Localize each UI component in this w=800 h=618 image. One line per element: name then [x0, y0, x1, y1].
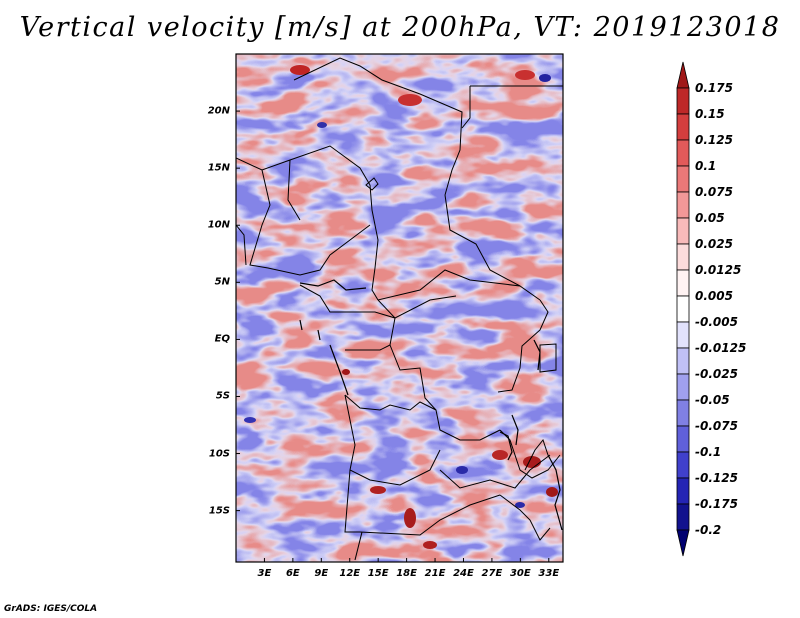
country-borders	[236, 57, 563, 561]
lat-label: 20N	[207, 105, 230, 117]
colorbar-swatch	[676, 503, 690, 531]
colorbar-label: -0.2	[695, 523, 722, 537]
colorbar-swatch	[676, 295, 690, 323]
colorbar-swatch	[676, 191, 690, 219]
colorbar-label: -0.025	[695, 367, 738, 381]
chart-title: Vertical velocity [m/s] at 200hPa, VT: 2…	[19, 12, 781, 43]
colorbar-label: -0.05	[695, 393, 730, 407]
colorbar-label: 0.175	[695, 81, 733, 95]
colorbar-swatch	[676, 113, 690, 141]
lat-label: EQ	[214, 333, 230, 345]
colorbar-swatch	[676, 87, 690, 115]
colorbar-swatch	[676, 373, 690, 401]
colorbar-label: -0.175	[695, 497, 738, 511]
lon-label: 33E	[538, 568, 560, 579]
colorbar-swatch	[676, 217, 690, 245]
colorbar-label: -0.1	[695, 445, 722, 459]
colorbar-swatch	[676, 451, 690, 479]
colorbar-swatch	[676, 269, 690, 297]
lon-label: 18E	[396, 568, 417, 579]
colorbar-swatch	[676, 399, 690, 427]
lat-label: 15N	[207, 162, 230, 174]
colorbar-label: 0.025	[695, 237, 733, 251]
lat-label: 5S	[215, 390, 230, 402]
colorbar-label: -0.125	[695, 471, 738, 485]
lon-label: 30E	[509, 568, 531, 579]
colorbar-label: 0.075	[695, 185, 733, 199]
lat-label: 15S	[208, 505, 230, 517]
map-frame	[235, 53, 564, 563]
lon-label: 21E	[424, 568, 446, 579]
colorbar-swatch	[676, 425, 690, 453]
colorbar-label: 0.15	[695, 107, 725, 121]
colorbar-swatch	[676, 139, 690, 167]
axis-ticks	[236, 110, 550, 562]
grads-credit: GrADS: IGES/COLA	[4, 604, 98, 614]
lat-label: 10S	[208, 448, 230, 460]
colorbar-label: 0.1	[695, 159, 717, 173]
lon-label: 6E	[285, 568, 300, 579]
lon-label: 9E	[314, 568, 329, 579]
colorbar-min-arrow	[676, 529, 690, 557]
colorbar-label: 0.05	[695, 211, 725, 225]
colorbar-label: -0.0125	[695, 341, 747, 355]
strong-velocity-spots	[244, 65, 558, 549]
colorbar-swatch	[676, 347, 690, 375]
velocity-field	[236, 54, 563, 562]
lon-label: 12E	[339, 568, 361, 579]
colorbar-swatch	[676, 477, 690, 505]
colorbar-swatch	[676, 165, 690, 193]
lon-label: 24E	[453, 568, 474, 579]
colorbar-swatch	[676, 243, 690, 271]
colorbar-label: -0.075	[695, 419, 738, 433]
colorbar-label: 0.125	[695, 133, 733, 147]
colorbar-label: 0.0125	[695, 263, 742, 277]
colorbar	[676, 61, 690, 557]
colorbar-label: 0.005	[695, 289, 733, 303]
colorbar-swatch	[676, 321, 690, 349]
lon-label: 15E	[367, 568, 389, 579]
lakes-and-coasts	[299, 279, 563, 531]
colorbar-max-arrow	[676, 61, 690, 89]
lat-label: 10N	[207, 219, 230, 231]
lon-label: 27E	[481, 568, 503, 579]
lat-label: 5N	[214, 276, 230, 288]
lon-label: 3E	[257, 568, 272, 579]
colorbar-label: -0.005	[695, 315, 738, 329]
